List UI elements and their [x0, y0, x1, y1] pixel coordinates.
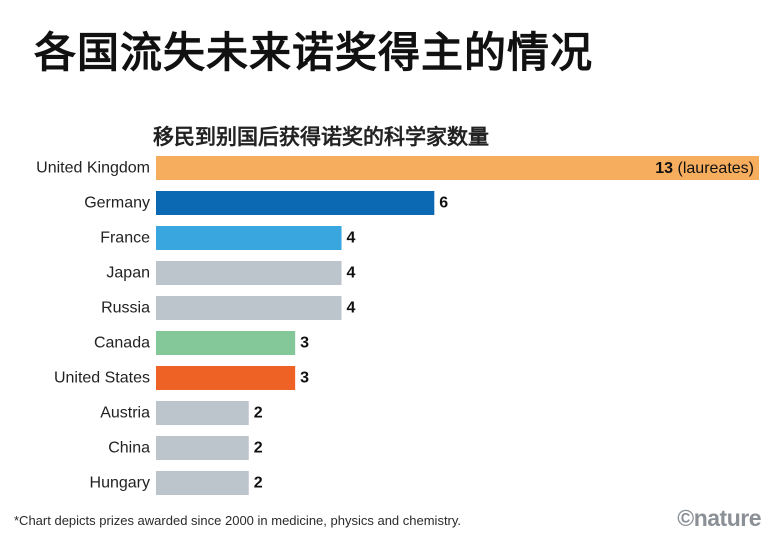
bar [156, 191, 435, 215]
data-label: 4 [347, 300, 356, 317]
bar [156, 156, 759, 180]
bar [156, 471, 249, 495]
data-label: 4 [347, 265, 356, 282]
category-label: Japan [106, 265, 150, 282]
bar-chart: United Kingdom 13 (laureates) Germany 6 Fran… [36, 156, 759, 495]
bar [156, 366, 296, 390]
page-title: 各国流失未来诺奖得主的情况 [34, 28, 594, 77]
bar [156, 436, 249, 460]
category-label: Germany [84, 195, 150, 212]
category-label: Canada [94, 335, 150, 352]
data-label: 4 [347, 230, 356, 247]
bar [156, 401, 249, 425]
bar [156, 226, 342, 250]
chart-title: 移民到别国后获得诺奖的科学家数量 [153, 125, 489, 149]
data-label: 2 [254, 440, 263, 457]
category-label: Russia [101, 300, 150, 317]
bar [156, 296, 342, 320]
category-label: Hungary [90, 475, 150, 492]
data-label: 3 [300, 335, 309, 352]
data-label: 13 (laureates) [655, 160, 754, 177]
data-label: 6 [439, 195, 448, 212]
category-label: United Kingdom [36, 160, 150, 177]
data-label: 2 [254, 475, 263, 492]
nature-logo: ©nature [677, 505, 761, 531]
bar [156, 261, 342, 285]
category-label: China [108, 440, 150, 457]
category-label: France [100, 230, 150, 247]
footnote: *Chart depicts prizes awarded since 2000… [14, 513, 462, 528]
data-label: 2 [254, 405, 263, 422]
category-label: United States [54, 370, 150, 387]
data-label: 3 [300, 370, 309, 387]
category-label: Austria [100, 405, 150, 422]
bar [156, 331, 296, 355]
